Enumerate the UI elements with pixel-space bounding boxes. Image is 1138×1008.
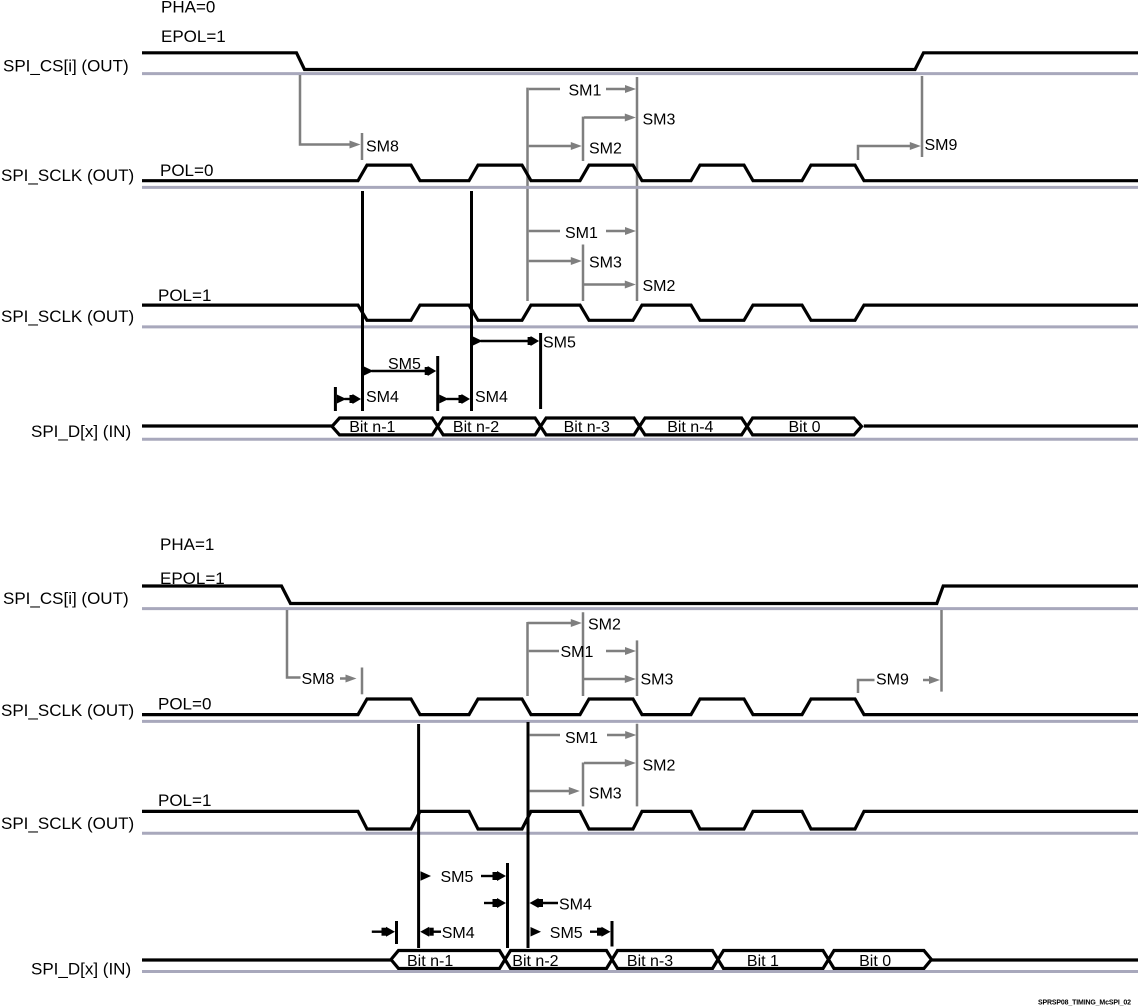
svg-text:SM1: SM1	[569, 83, 602, 100]
svg-text:SM3: SM3	[641, 672, 674, 689]
svg-text:PHA=0: PHA=0	[161, 0, 215, 17]
svg-text:Bit n-3: Bit n-3	[564, 419, 610, 436]
svg-text:SPI_SCLK (OUT): SPI_SCLK (OUT)	[1, 814, 134, 833]
svg-text:SM5: SM5	[550, 925, 583, 942]
svg-text:SM1: SM1	[561, 644, 594, 661]
svg-text:SM3: SM3	[589, 255, 622, 272]
svg-text:SM2: SM2	[643, 278, 676, 295]
svg-text:SPI_D[x] (IN): SPI_D[x] (IN)	[31, 422, 131, 441]
svg-text:Bit n-2: Bit n-2	[512, 953, 558, 970]
svg-text:Bit n-4: Bit n-4	[667, 419, 713, 436]
svg-text:Bit n-1: Bit n-1	[349, 419, 395, 436]
svg-text:Bit n-3: Bit n-3	[627, 953, 673, 970]
svg-text:PHA=1: PHA=1	[160, 535, 214, 554]
svg-text:POL=1: POL=1	[158, 286, 211, 305]
svg-text:SPI_CS[i] (OUT): SPI_CS[i] (OUT)	[3, 589, 129, 608]
svg-text:POL=1: POL=1	[158, 791, 211, 810]
svg-text:SM5: SM5	[441, 869, 474, 886]
svg-text:Bit 0: Bit 0	[789, 419, 821, 436]
svg-text:SM8: SM8	[366, 139, 399, 156]
svg-text:SM2: SM2	[643, 758, 676, 775]
svg-text:EPOL=1: EPOL=1	[160, 569, 225, 588]
svg-text:EPOL=1: EPOL=1	[161, 27, 226, 46]
svg-text:SM2: SM2	[589, 141, 622, 158]
svg-text:Bit n-2: Bit n-2	[453, 419, 499, 436]
svg-text:SM9: SM9	[925, 137, 958, 154]
svg-text:SPI_SCLK (OUT): SPI_SCLK (OUT)	[1, 701, 134, 720]
svg-text:SM4: SM4	[442, 925, 475, 942]
svg-text:SM1: SM1	[565, 225, 598, 242]
svg-text:SM9: SM9	[876, 672, 909, 689]
svg-text:SPI_SCLK (OUT): SPI_SCLK (OUT)	[1, 166, 134, 185]
svg-text:POL=0: POL=0	[158, 695, 211, 714]
svg-text:SM5: SM5	[543, 335, 576, 352]
svg-text:SM3: SM3	[643, 112, 676, 129]
svg-text:SM3: SM3	[589, 786, 622, 803]
svg-text:SM8: SM8	[302, 671, 335, 688]
svg-text:SPI_SCLK (OUT): SPI_SCLK (OUT)	[1, 307, 134, 326]
svg-text:SM4: SM4	[559, 897, 592, 914]
svg-text:SPI_CS[i] (OUT): SPI_CS[i] (OUT)	[3, 57, 129, 76]
svg-text:SM5: SM5	[388, 356, 421, 373]
svg-text:SPI_D[x] (IN): SPI_D[x] (IN)	[31, 960, 131, 979]
svg-text:Bit n-1: Bit n-1	[407, 953, 453, 970]
svg-text:Bit 1: Bit 1	[747, 953, 779, 970]
svg-text:POL=0: POL=0	[160, 161, 213, 180]
svg-text:SM4: SM4	[475, 389, 508, 406]
svg-text:SPRSP08_TIMING_McSPI_02: SPRSP08_TIMING_McSPI_02	[1038, 1000, 1131, 1007]
svg-text:Bit 0: Bit 0	[859, 953, 891, 970]
svg-text:SM4: SM4	[366, 389, 399, 406]
svg-text:SM1: SM1	[565, 730, 598, 747]
svg-text:SM2: SM2	[588, 617, 621, 634]
